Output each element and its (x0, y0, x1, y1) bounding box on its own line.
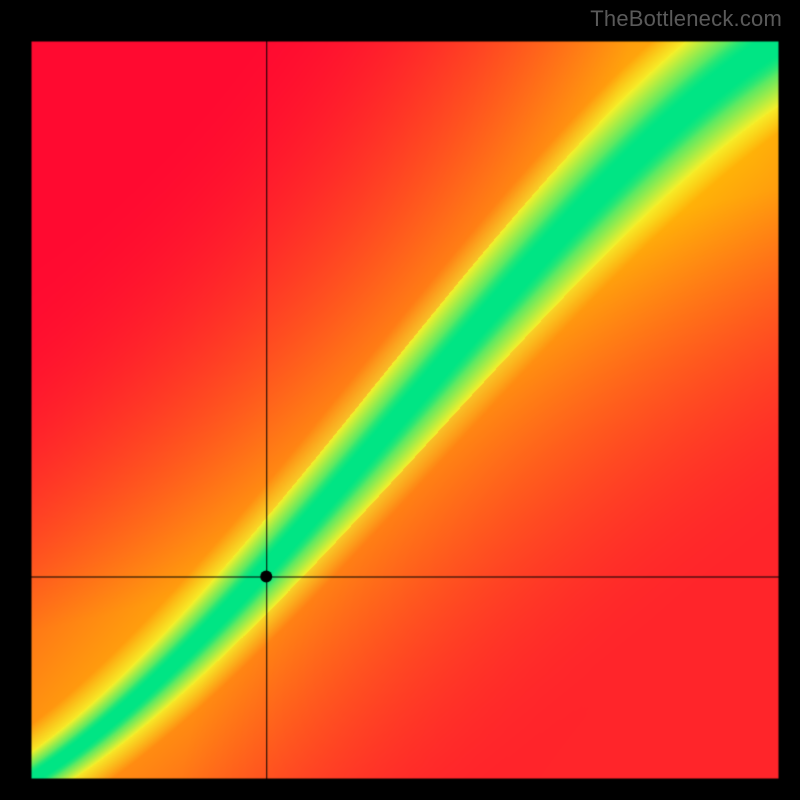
bottleneck-heatmap (0, 0, 800, 800)
watermark: TheBottleneck.com (590, 6, 782, 32)
chart-container: TheBottleneck.com (0, 0, 800, 800)
